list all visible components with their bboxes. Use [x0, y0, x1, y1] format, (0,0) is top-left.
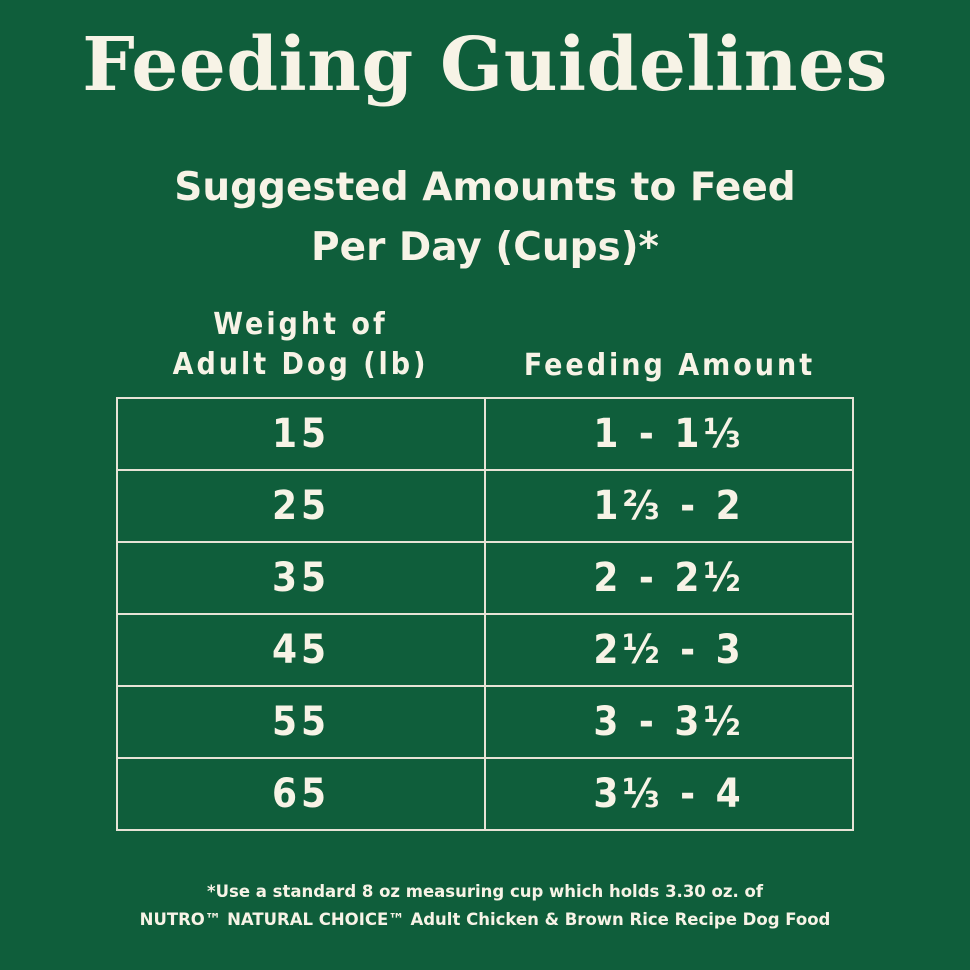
- weight-cell: 55: [116, 685, 486, 759]
- table-row: 65 3⅓ - 4: [116, 757, 854, 831]
- weight-cell: 35: [116, 541, 486, 615]
- table-row: 25 1⅔ - 2: [116, 469, 854, 543]
- table-row: 45 2½ - 3: [116, 613, 854, 687]
- amount-cell: 2 - 2½: [484, 541, 854, 615]
- footnote-line-1: *Use a standard 8 oz measuring cup which…: [206, 882, 763, 901]
- subtitle-line-2: Per Day (Cups)*: [311, 225, 659, 270]
- weight-cell: 25: [116, 469, 486, 543]
- table-row: 35 2 - 2½: [116, 541, 854, 615]
- amount-cell: 1 - 1⅓: [484, 397, 854, 471]
- footnote: *Use a standard 8 oz measuring cup which…: [0, 878, 970, 934]
- amount-cell: 2½ - 3: [484, 613, 854, 687]
- table-row: 55 3 - 3½: [116, 685, 854, 759]
- amount-cell: 3⅓ - 4: [484, 757, 854, 831]
- column-header-amount: Feeding Amount: [523, 348, 816, 383]
- page-title: Feeding Guidelines: [82, 22, 888, 108]
- footnote-line-2: NUTRO™ NATURAL CHOICE™ Adult Chicken & B…: [139, 910, 831, 929]
- column-header-weight-line-2: Adult Dog (lb): [172, 347, 429, 382]
- weight-cell: 65: [116, 757, 486, 831]
- amount-cell: 1⅔ - 2: [484, 469, 854, 543]
- feeding-table: 15 1 - 1⅓ 25 1⅔ - 2 35 2 - 2½ 45 2½ - 3 …: [116, 397, 854, 831]
- column-header-weight-line-1: Weight of: [213, 307, 388, 342]
- subtitle: Suggested Amounts to Feed Per Day (Cups)…: [0, 158, 970, 278]
- weight-cell: 15: [116, 397, 486, 471]
- amount-cell: 3 - 3½: [484, 685, 854, 759]
- column-header-weight: Weight of Adult Dog (lb): [117, 305, 484, 385]
- weight-cell: 45: [116, 613, 486, 687]
- subtitle-line-1: Suggested Amounts to Feed: [174, 165, 796, 210]
- table-row: 15 1 - 1⅓: [116, 397, 854, 471]
